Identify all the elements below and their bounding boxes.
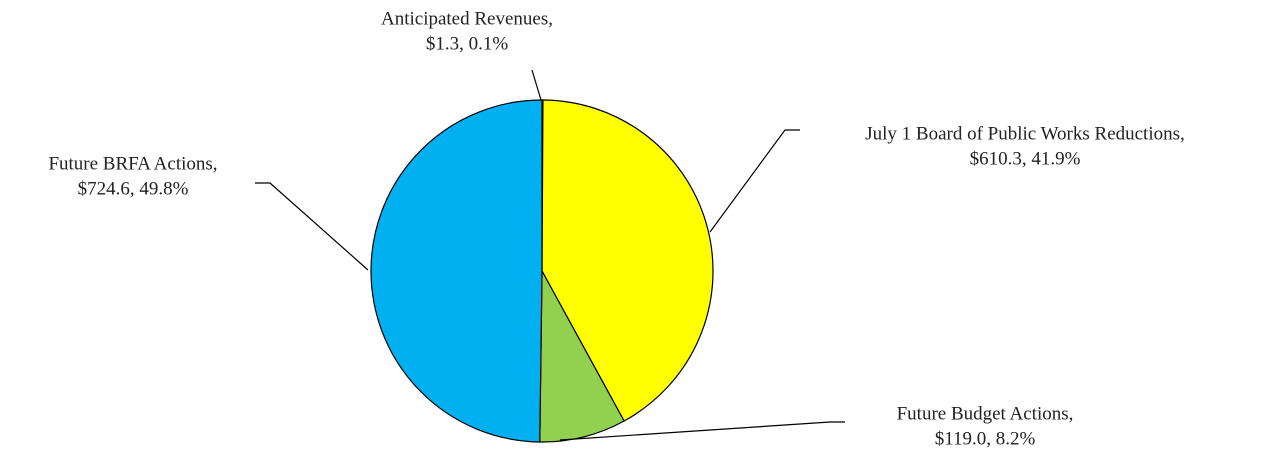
leader-line [559,421,845,441]
slice-label: Anticipated Revenues, [381,8,553,29]
slice-value-label: $119.0, 8.2% [935,428,1036,449]
slice-value-label: $1.3, 0.1% [426,33,509,54]
leader-line [531,69,542,101]
slice-label: Future BRFA Actions, [48,153,217,174]
leader-line [709,129,800,233]
leader-line [255,182,369,271]
slice-label: July 1 Board of Public Works Reductions, [865,123,1185,144]
pie-slice [370,99,543,443]
pie-slice [541,99,714,422]
slice-value-label: $724.6, 49.8% [78,178,189,199]
pie-slice [539,268,625,443]
slice-value-label: $610.3, 41.9% [970,148,1081,169]
slice-label: Future Budget Actions, [897,403,1074,424]
